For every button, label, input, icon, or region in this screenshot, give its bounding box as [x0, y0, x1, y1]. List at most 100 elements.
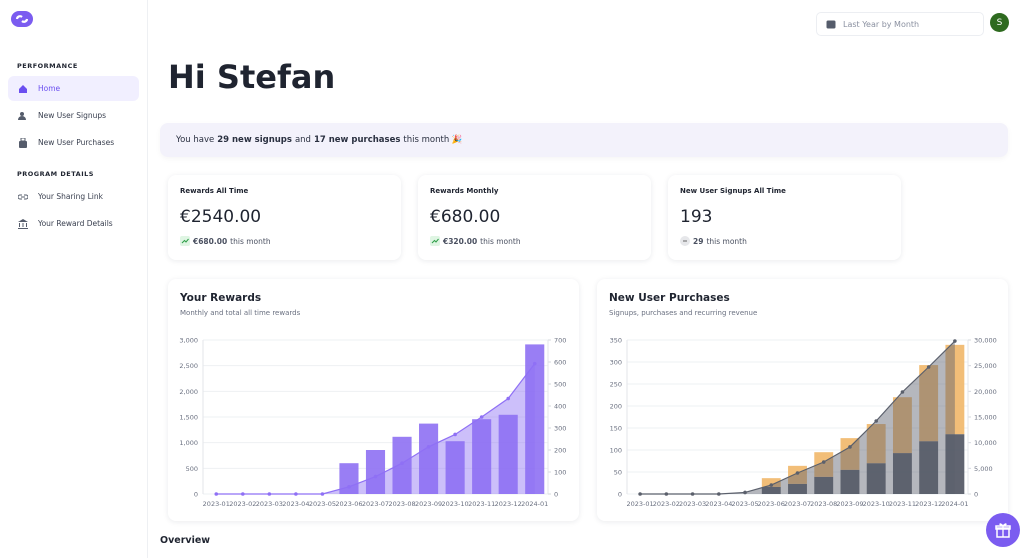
bar	[472, 419, 492, 494]
x-tick-label: 2023-01	[203, 500, 230, 508]
nav-item[interactable]: Your Sharing Link	[8, 184, 139, 209]
point	[769, 483, 774, 487]
y2-tick-label: 200	[554, 447, 566, 455]
point	[953, 339, 957, 343]
card-title: Rewards All Time	[180, 187, 249, 195]
banner-text: and	[294, 135, 311, 145]
section-title: PERFORMANCE	[17, 62, 78, 70]
bar	[945, 434, 965, 494]
delta-suffix: this month	[706, 236, 747, 246]
bar	[788, 483, 807, 494]
card-title: New User Signups All Time	[680, 187, 786, 195]
nav-item[interactable]: New User Purchases	[8, 130, 139, 155]
bar	[919, 441, 939, 494]
point	[479, 415, 484, 419]
nav-label: Your Sharing Link	[38, 192, 103, 201]
delta-value: 29	[693, 236, 704, 246]
x-tick-label: 2023-04	[705, 500, 732, 508]
y2-tick-label: 300	[554, 425, 566, 433]
y-tick-label: 2,500	[179, 362, 198, 370]
point	[267, 492, 272, 496]
y-tick-label: 1,000	[179, 439, 198, 447]
y2-tick-label: 20,000	[974, 388, 997, 396]
nav-item[interactable]: New User Signups	[8, 103, 139, 128]
point	[241, 492, 245, 496]
y2-tick-label: 500	[554, 381, 566, 389]
gift-button[interactable]	[986, 513, 1020, 547]
nav-label: New User Signups	[38, 111, 107, 120]
point	[664, 492, 669, 496]
card-title: Rewards Monthly	[430, 187, 499, 195]
card-delta: €320.00 this month	[430, 236, 521, 246]
delta-suffix: this month	[480, 236, 521, 246]
x-tick-label: 2023-09	[415, 500, 442, 508]
point	[294, 492, 298, 496]
chart: Your Rewards Monthly and total all time …	[179, 292, 566, 508]
banner-purchases: 17 new purchases	[313, 135, 401, 145]
x-tick-label: 2023-02	[653, 500, 680, 508]
delta-icon	[180, 236, 190, 246]
y-tick-label: 50	[614, 469, 622, 477]
chart-title: Your Rewards	[179, 292, 261, 304]
bar	[814, 476, 834, 494]
card-value: €680.00	[430, 207, 501, 227]
y2-tick-label: 30,000	[974, 337, 997, 345]
point	[848, 445, 852, 449]
x-tick-label: 2023-08	[388, 500, 415, 508]
bar	[814, 452, 834, 477]
date-picker[interactable]: Last Year by Month	[816, 12, 984, 36]
point	[874, 419, 878, 423]
point	[926, 365, 931, 369]
y-tick-label: 350	[610, 337, 622, 345]
chart-card: Your Rewards Monthly and total all time …	[168, 279, 579, 521]
x-tick-label: 2023-09	[836, 500, 863, 508]
banner-text: this month 🎉	[403, 135, 463, 145]
card-delta: €680.00 this month	[180, 236, 271, 246]
x-tick-label: 2023-04	[282, 500, 309, 508]
bar	[392, 436, 412, 494]
bar	[788, 465, 807, 484]
x-tick-label: 2023-11	[468, 500, 495, 508]
card-delta: 29 this month	[680, 236, 747, 246]
bar	[339, 463, 359, 494]
x-tick-label: 2023-12	[495, 500, 522, 508]
avatar[interactable]: S	[990, 13, 1009, 32]
x-tick-label: 2023-05	[731, 500, 758, 508]
x-tick-label: 2024-01	[521, 500, 548, 508]
y-tick-label: 2,000	[179, 388, 198, 396]
point	[214, 492, 219, 496]
point	[717, 492, 721, 496]
stat-card: New User Signups All Time 193 29 this month	[668, 175, 901, 260]
bar	[919, 365, 939, 442]
y2-tick-label: 400	[554, 403, 566, 411]
x-tick-label: 2023-07	[362, 500, 389, 508]
y2-tick-label: 100	[554, 469, 566, 477]
y-tick-label: 250	[610, 381, 622, 389]
bar	[498, 414, 518, 494]
y2-tick-label: 10,000	[974, 439, 997, 447]
nav-item[interactable]: Your Reward Details	[8, 211, 139, 236]
x-tick-label: 2023-08	[810, 500, 837, 508]
area	[640, 341, 955, 494]
bar	[525, 344, 545, 494]
bar	[761, 486, 781, 494]
x-tick-label: 2023-03	[256, 500, 283, 508]
x-tick-label: 2023-12	[915, 500, 942, 508]
stat-card: Rewards All Time €2540.00 €680.00 this mont…	[168, 175, 401, 260]
y2-tick-label: 0	[974, 491, 978, 499]
x-tick-label: 2023-10	[863, 500, 890, 508]
banner-signups: 29 new signups	[217, 135, 292, 145]
date-range: Last Year by Month	[843, 19, 920, 29]
y2-tick-label: 0	[554, 491, 558, 499]
section-title: Overview	[160, 535, 211, 546]
logo[interactable]	[10, 10, 34, 28]
y-tick-label: 0	[618, 491, 622, 499]
y2-tick-label: 700	[554, 337, 566, 345]
point	[453, 432, 457, 437]
nav-item[interactable]: Home	[8, 76, 139, 101]
x-tick-label: 2023-10	[442, 500, 469, 508]
bar	[365, 450, 386, 494]
x-tick-label: 2023-11	[889, 500, 916, 508]
chart: New User Purchases Signups, purchases an…	[609, 292, 997, 508]
